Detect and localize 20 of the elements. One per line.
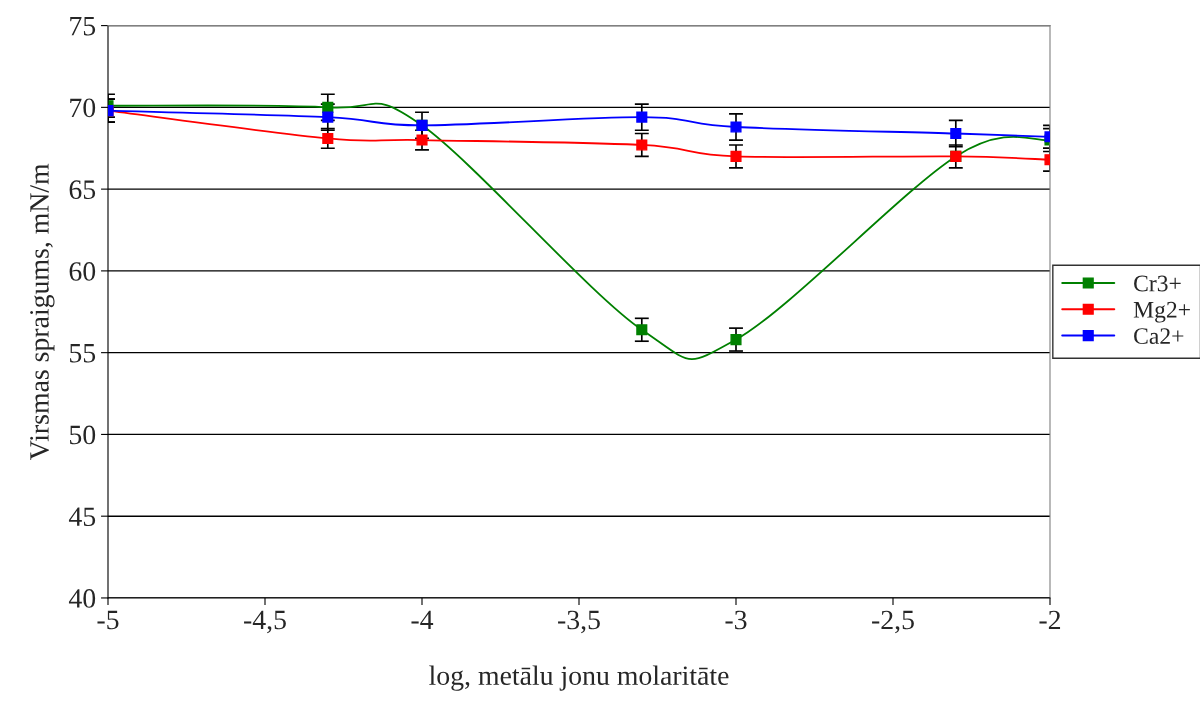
y-tick-label: 40 xyxy=(68,589,96,608)
x-tick-label: -4 xyxy=(411,610,434,630)
y-tick-label: 50 xyxy=(70,425,96,445)
x-tick-label: -2,5 xyxy=(872,610,914,634)
y-tick-label: 70 xyxy=(70,98,96,118)
y-tick-label: 45 xyxy=(68,507,96,527)
y-tick-label: 65 xyxy=(69,180,96,200)
x-tick-label: -5 xyxy=(97,610,119,630)
x-tick-label: -2 xyxy=(1039,610,1061,630)
x-axis-title: log, metālu jonu molaritāte xyxy=(429,665,729,691)
x-tick-label: -3,5 xyxy=(558,610,600,634)
y-axis-title: Virsmas spraigums, mN/m xyxy=(30,163,55,460)
legend-label: Cr3+ xyxy=(1134,275,1181,292)
legend-label: Mg2+ xyxy=(1133,301,1190,323)
x-tick-label: -4,5 xyxy=(244,610,286,634)
x-tick-label: -3 xyxy=(725,610,747,630)
y-tick-label: 60 xyxy=(69,262,96,281)
legend-label: Ca2+ xyxy=(1134,328,1184,345)
y-tick-label: 55 xyxy=(70,344,96,363)
y-tick-label: 75 xyxy=(70,17,96,36)
